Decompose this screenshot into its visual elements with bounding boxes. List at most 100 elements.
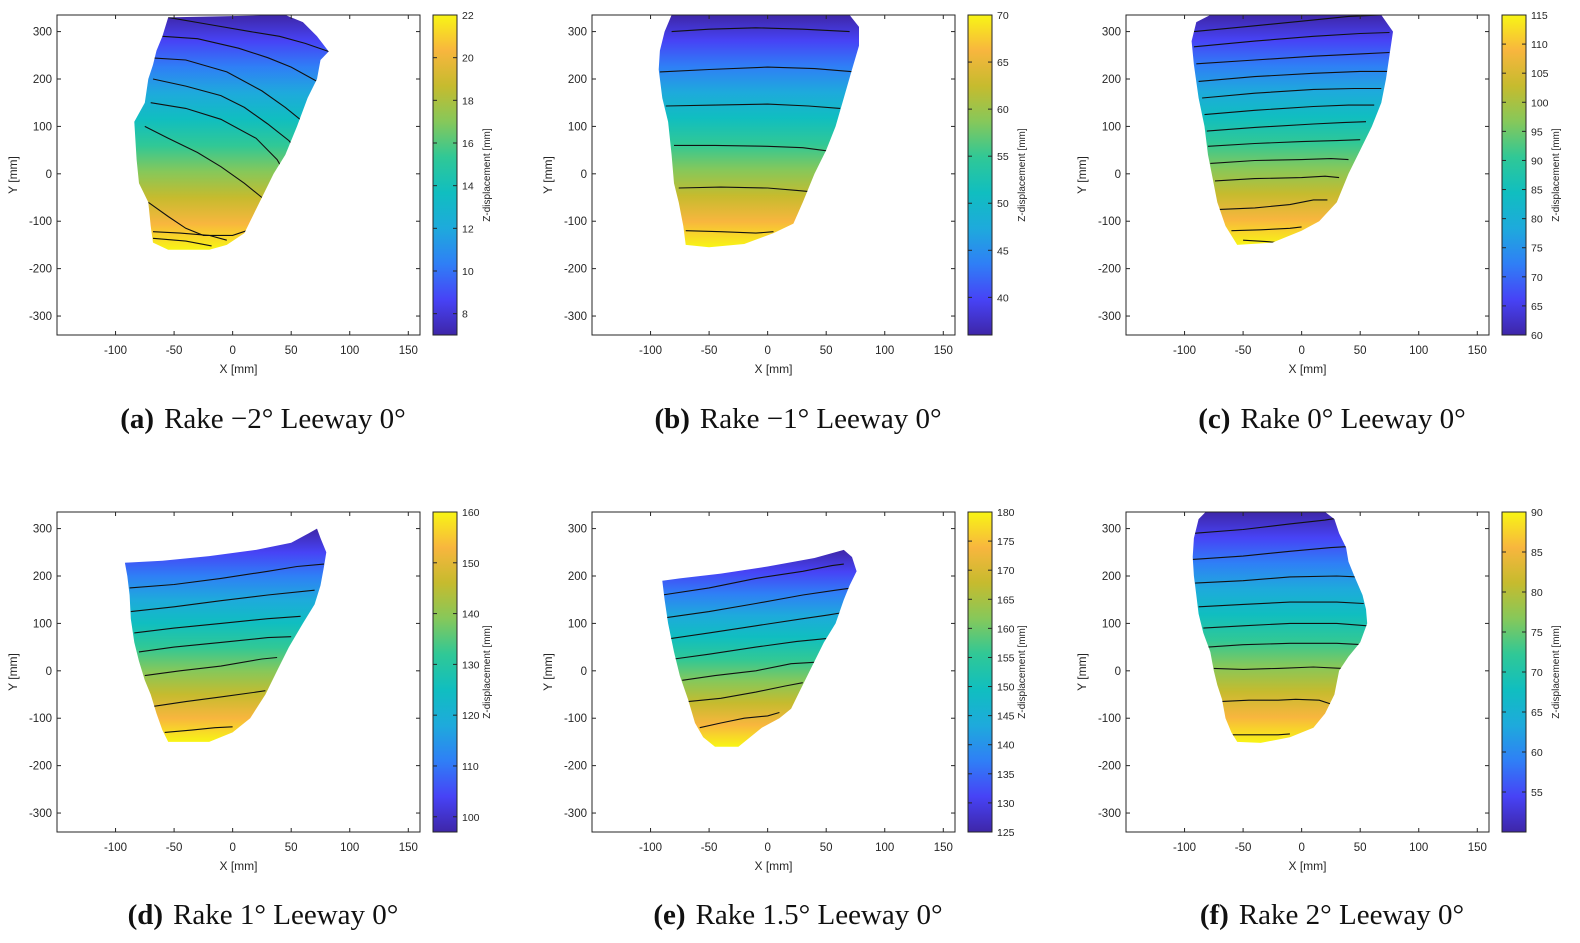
- y-tick-label-b: -100: [564, 216, 587, 228]
- y-axis-label-e: Y [mm]: [541, 653, 555, 691]
- colorbar-tick-label-c: 75: [1531, 243, 1543, 255]
- contour-line-e-4: [682, 661, 815, 681]
- colorbar-label-e: Z-displacement [mm]: [1017, 625, 1028, 719]
- contour-line-a-8: [152, 237, 212, 247]
- axes-frame-e: [591, 511, 956, 833]
- y-tick-label-c: 0: [1115, 169, 1121, 181]
- contour-line-a-6: [147, 201, 247, 236]
- y-tick-label-d: 0: [46, 666, 52, 678]
- colorbar-tick-label-e: 180: [997, 507, 1015, 519]
- x-tick-label-b: 50: [820, 345, 833, 357]
- x-tick-label-f: 100: [1409, 842, 1428, 854]
- contour-line-c-4: [1202, 87, 1382, 99]
- x-tick-label-c: 100: [1409, 345, 1428, 357]
- x-tick-label-f: 50: [1354, 842, 1367, 854]
- contour-line-a-3: [162, 35, 318, 82]
- x-axis-label-a: X [mm]: [220, 362, 258, 376]
- axes-frame-f: [1125, 511, 1490, 833]
- colorbar-tick-label-b: 65: [997, 57, 1009, 69]
- y-axis-label-c: Y [mm]: [1075, 156, 1089, 194]
- contour-line-d-6: [164, 726, 233, 733]
- contour-line-c-6: [1206, 121, 1367, 132]
- colorbar-tick-label-a: 18: [462, 95, 474, 107]
- contour-line-f-4: [1203, 622, 1368, 629]
- colorbar-tick-label-a: 16: [462, 138, 474, 150]
- colorbar-tick-label-c: 85: [1531, 185, 1543, 197]
- contour-line-a-7: [152, 231, 227, 241]
- colorbar-tick-label-f: 55: [1531, 787, 1543, 799]
- colorbar-tick-label-e: 140: [997, 740, 1015, 752]
- y-tick-label-a: 0: [46, 169, 52, 181]
- displacement-field-e: [662, 549, 857, 747]
- x-tick-label-c: 150: [1468, 345, 1487, 357]
- contour-line-f-5: [1207, 642, 1364, 648]
- x-tick-label-f: 150: [1468, 842, 1487, 854]
- y-axis-label-f: Y [mm]: [1075, 653, 1089, 691]
- colorbar-tick-label-d: 140: [462, 609, 480, 621]
- contour-line-e-3: [673, 638, 827, 660]
- x-tick-label-c: 50: [1354, 345, 1367, 357]
- contour-line-b-4: [678, 186, 813, 193]
- x-tick-label-d: -100: [104, 842, 127, 854]
- x-axis-label-d: X [mm]: [220, 859, 258, 873]
- y-axis-label-d: Y [mm]: [6, 653, 20, 691]
- x-tick-label-d: -50: [166, 842, 183, 854]
- contour-line-a-1: [152, 78, 302, 156]
- x-tick-label-b: -100: [639, 345, 662, 357]
- caption-letter-f: (f): [1200, 899, 1229, 931]
- colorbar-tick-label-c: 105: [1531, 68, 1549, 80]
- colorbar-tick-label-e: 145: [997, 711, 1015, 723]
- colorbar-tick-label-d: 110: [462, 761, 479, 773]
- y-tick-label-d: -300: [29, 808, 52, 820]
- contour-line-f-2: [1195, 575, 1358, 584]
- contour-line-b-2: [665, 103, 841, 109]
- colorbar-tick-label-c: 115: [1531, 10, 1548, 22]
- y-tick-label-f: -100: [1098, 713, 1121, 725]
- panel-f: -100 -50 0 50 100 150 -300 -200 -100 0 100 200 300 X …: [1075, 507, 1562, 931]
- colorbar-tick-label-c: 65: [1531, 301, 1543, 313]
- contour-line-c-9: [1214, 175, 1340, 182]
- x-tick-label-c: -50: [1235, 345, 1252, 357]
- colorbar-tick-label-e: 175: [997, 536, 1015, 548]
- y-tick-label-c: 300: [1102, 27, 1121, 39]
- colorbar-tick-label-d: 160: [462, 507, 480, 519]
- colorbar-tick-label-b: 50: [997, 198, 1009, 210]
- contour-line-b-1: [659, 66, 856, 73]
- contour-line-f-7: [1219, 698, 1332, 705]
- caption-a: (a) Rake −2° Leeway 0°: [120, 403, 406, 435]
- y-tick-label-a: -200: [29, 264, 52, 276]
- colorbar-tick-label-e: 165: [997, 594, 1015, 606]
- colorbar-tick-label-f: 90: [1531, 507, 1543, 519]
- colorbar-e: [968, 512, 992, 832]
- y-tick-label-e: 0: [581, 666, 587, 678]
- colorbar-tick-label-a: 20: [462, 53, 474, 65]
- y-tick-label-e: -100: [564, 713, 587, 725]
- colorbar-label-d: Z-displacement [mm]: [482, 625, 493, 719]
- caption-letter-c: (c): [1198, 403, 1230, 435]
- y-tick-label-f: -300: [1098, 808, 1121, 820]
- colorbar-tick-label-e: 135: [997, 769, 1015, 781]
- contour-line-c-10: [1219, 199, 1328, 210]
- colorbar-tick-label-e: 130: [997, 798, 1015, 810]
- panel-b: -100 -50 0 50 100 150 -300 -200 -100 0 100 200 300 X …: [541, 10, 1028, 435]
- colorbar-d: [433, 512, 457, 832]
- contour-line-a-0: [150, 102, 286, 175]
- colorbar-tick-label-b: 40: [997, 292, 1009, 304]
- y-tick-label-f: 200: [1102, 571, 1121, 583]
- contour-line-b-0: [671, 27, 850, 33]
- contour-line-e-2: [670, 612, 841, 640]
- colorbar-tick-label-f: 85: [1531, 547, 1543, 559]
- contour-line-a-5: [144, 125, 263, 198]
- caption-text-f: Rake 2° Leeway 0°: [1239, 899, 1464, 931]
- contour-line-d-0: [129, 563, 325, 589]
- colorbar-label-b: Z-displacement [mm]: [1017, 128, 1028, 222]
- caption-text-a: Rake −2° Leeway 0°: [164, 403, 406, 435]
- y-tick-label-b: 300: [568, 27, 587, 39]
- x-tick-label-b: 100: [875, 345, 894, 357]
- colorbar-tick-label-c: 95: [1531, 126, 1543, 138]
- contour-line-c-0: [1193, 15, 1382, 33]
- y-tick-label-d: 300: [33, 524, 52, 536]
- colorbar-label-a: Z-displacement [mm]: [482, 128, 493, 222]
- caption-c: (c) Rake 0° Leeway 0°: [1198, 403, 1466, 435]
- colorbar-tick-label-a: 12: [462, 223, 474, 235]
